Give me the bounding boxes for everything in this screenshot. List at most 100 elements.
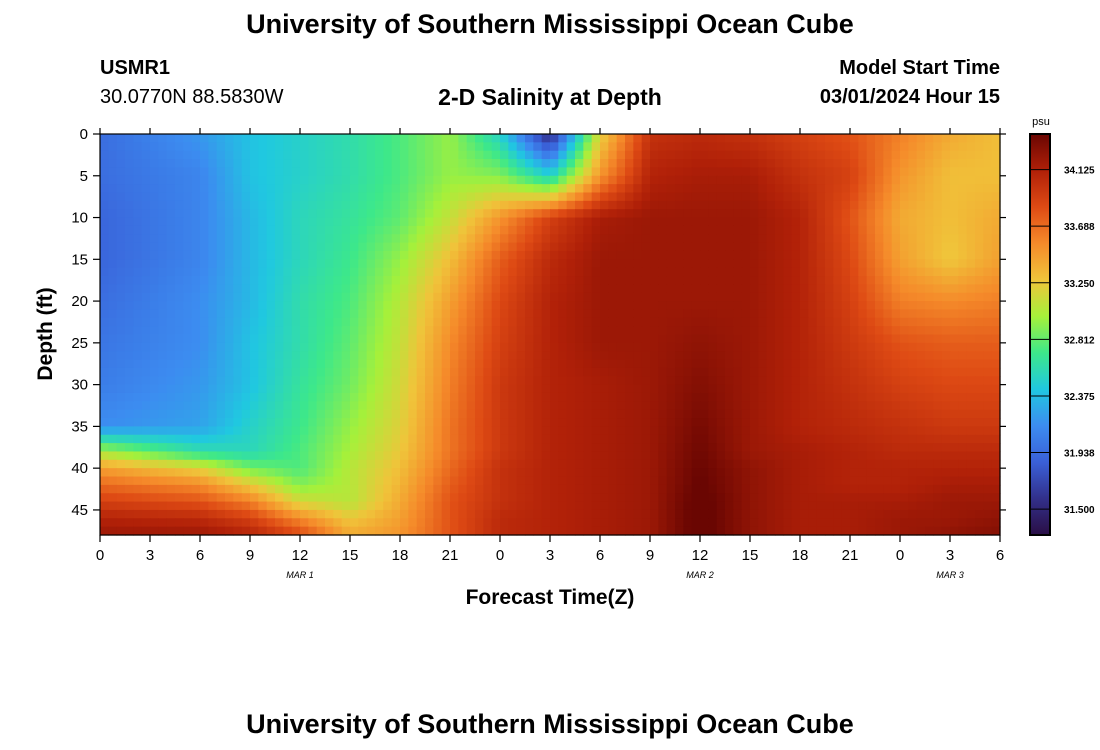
heatmap-cell	[966, 309, 976, 319]
heatmap-cell	[466, 217, 476, 227]
heatmap-cell	[491, 501, 501, 511]
heatmap-cell	[841, 326, 851, 336]
heatmap-cell	[633, 359, 643, 369]
heatmap-cell	[383, 334, 393, 344]
heatmap-cell	[408, 484, 418, 494]
heatmap-cell	[500, 225, 509, 235]
heatmap-cell	[641, 443, 651, 453]
heatmap-cell	[208, 142, 218, 152]
heatmap-cell	[350, 209, 359, 219]
heatmap-cell	[750, 292, 759, 302]
heatmap-cell	[666, 225, 676, 235]
heatmap-cell	[566, 409, 576, 419]
heatmap-cell	[225, 167, 234, 177]
heatmap-cell	[291, 451, 301, 461]
heatmap-cell	[300, 351, 309, 361]
heatmap-cell	[325, 292, 334, 302]
heatmap-cell	[516, 459, 526, 469]
heatmap-cell	[416, 409, 426, 419]
heatmap-cell	[958, 175, 968, 185]
heatmap-cell	[125, 418, 134, 427]
heatmap-cell	[191, 209, 201, 219]
heatmap-cell	[650, 443, 659, 453]
heatmap-cell	[791, 468, 801, 478]
heatmap-cell	[725, 309, 734, 319]
heatmap-cell	[825, 250, 834, 260]
heatmap-cell	[691, 443, 701, 453]
heatmap-cell	[641, 134, 651, 143]
heatmap-cell	[875, 484, 884, 494]
heatmap-cell	[666, 134, 676, 143]
heatmap-cell	[733, 401, 743, 411]
heatmap-cell	[191, 443, 201, 453]
heatmap-cell	[766, 309, 776, 319]
heatmap-cell	[825, 451, 834, 461]
heatmap-cell	[708, 267, 718, 277]
heatmap-cell	[891, 142, 901, 152]
heatmap-cell	[266, 376, 276, 386]
heatmap-cell	[708, 234, 718, 244]
heatmap-cell	[133, 342, 143, 352]
heatmap-cell	[208, 334, 218, 344]
heatmap-cell	[141, 234, 151, 244]
heatmap-cell	[866, 434, 876, 444]
chart-subtitle: 2-D Salinity at Depth	[438, 84, 662, 110]
heatmap-cell	[325, 334, 334, 344]
heatmap-cell	[508, 234, 518, 244]
heatmap-cell	[900, 468, 909, 478]
heatmap-cell	[666, 409, 676, 419]
heatmap-cell	[325, 443, 334, 453]
heatmap-cell	[383, 468, 393, 478]
heatmap-cell	[616, 301, 626, 311]
heatmap-cell	[400, 159, 409, 169]
heatmap-cell	[516, 225, 526, 235]
heatmap-cell	[725, 167, 734, 177]
heatmap-cell	[850, 209, 859, 219]
heatmap-cell	[633, 175, 643, 185]
heatmap-cell	[116, 317, 126, 327]
heatmap-cell	[400, 418, 409, 427]
heatmap-cell	[400, 259, 409, 269]
heatmap-cell	[308, 409, 318, 419]
heatmap-cell	[125, 175, 134, 185]
heatmap-cell	[891, 326, 901, 336]
heatmap-cell	[800, 468, 809, 478]
heatmap-cell	[600, 234, 609, 244]
heatmap-cell	[208, 200, 218, 210]
heatmap-cell	[400, 509, 409, 519]
heatmap-cell	[158, 142, 168, 152]
heatmap-cell	[891, 409, 901, 419]
heatmap-cell	[333, 476, 343, 486]
heatmap-cell	[791, 451, 801, 461]
heatmap-cell	[425, 384, 434, 394]
heatmap-cell	[425, 217, 434, 227]
heatmap-cell	[141, 134, 151, 143]
heatmap-cell	[875, 376, 884, 386]
heatmap-cell	[183, 200, 193, 210]
heatmap-cell	[541, 209, 551, 219]
heatmap-cell	[566, 200, 576, 210]
heatmap-cell	[858, 392, 868, 402]
heatmap-cell	[675, 426, 684, 436]
heatmap-cell	[991, 234, 1001, 244]
heatmap-cell	[858, 184, 868, 194]
heatmap-cell	[150, 392, 159, 402]
heatmap-cell	[583, 376, 593, 386]
heatmap-cell	[933, 225, 943, 235]
heatmap-cell	[691, 342, 701, 352]
heatmap-cell	[233, 359, 243, 369]
heatmap-cell	[841, 292, 851, 302]
heatmap-cell	[425, 192, 434, 202]
heatmap-cell	[616, 493, 626, 503]
heatmap-cell	[516, 376, 526, 386]
heatmap-cell	[466, 392, 476, 402]
heatmap-cell	[841, 351, 851, 361]
heatmap-cell	[200, 443, 209, 453]
heatmap-cell	[275, 225, 284, 235]
heatmap-cell	[341, 493, 351, 503]
heatmap-cell	[525, 250, 534, 260]
heatmap-cell	[533, 434, 543, 444]
heatmap-cell	[575, 301, 584, 311]
heatmap-cell	[466, 501, 476, 511]
heatmap-cell	[650, 326, 659, 336]
